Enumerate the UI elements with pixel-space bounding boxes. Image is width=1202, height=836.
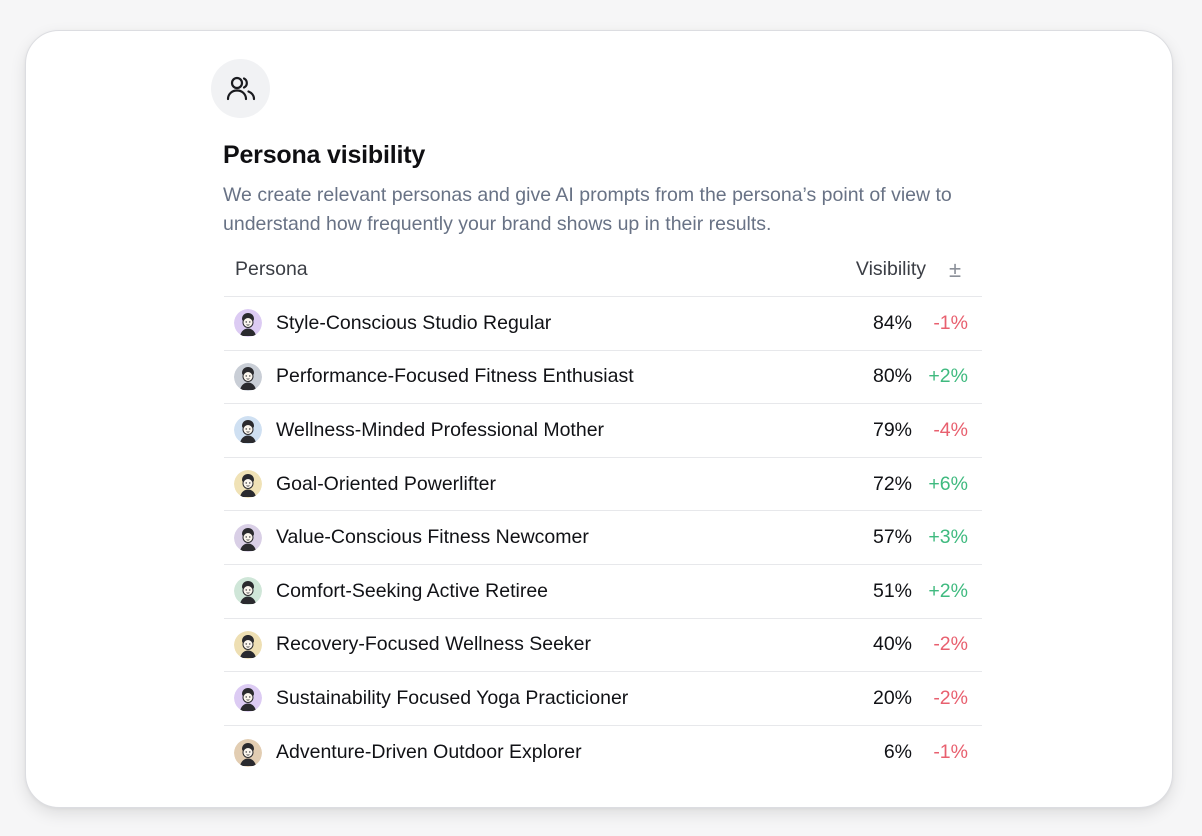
persona-avatar-icon <box>234 416 262 445</box>
table-body: Style-Conscious Studio Regular 84% -1% Perf… <box>224 297 982 779</box>
section-title: Persona visibility <box>223 141 426 169</box>
persona-avatar-icon <box>234 309 262 338</box>
visibility-value: 6% <box>883 741 912 764</box>
table-header: Persona Visibility ± <box>224 243 982 297</box>
persona-name: Performance-Focused Fitness Enthusiast <box>276 365 634 388</box>
visibility-value: 40% <box>872 633 912 656</box>
change-value: -2% <box>933 686 968 709</box>
table-row[interactable]: Performance-Focused Fitness Enthusiast 80… <box>224 351 982 405</box>
persona-avatar-icon <box>234 577 262 606</box>
visibility-value: 84% <box>872 311 912 334</box>
table-row[interactable]: Wellness-Minded Professional Mother 79% -4… <box>224 404 982 458</box>
header-visibility[interactable]: Visibility <box>855 258 926 280</box>
persona-avatar-icon <box>234 738 262 767</box>
change-value: -4% <box>933 418 968 441</box>
table-row[interactable]: Comfort-Seeking Active Retiree 51% +2% <box>224 565 982 619</box>
change-value: +3% <box>928 526 968 549</box>
change-value: -1% <box>933 741 968 764</box>
persona-avatar-icon <box>234 630 262 659</box>
visibility-value: 80% <box>872 365 912 388</box>
change-value: -2% <box>933 633 968 656</box>
persona-table: Persona Visibility ± Style-Conscious Stu… <box>224 243 982 779</box>
persona-avatar-icon <box>234 362 262 391</box>
section-description: We create relevant personas and give AI … <box>223 184 952 235</box>
table-row[interactable]: Value-Conscious Fitness Newcomer 57% +3% <box>224 511 982 565</box>
persona-name: Wellness-Minded Professional Mother <box>276 418 605 441</box>
persona-name: Value-Conscious Fitness Newcomer <box>276 526 589 549</box>
persona-name: Recovery-Focused Wellness Seeker <box>276 633 592 656</box>
change-value: +2% <box>928 579 968 602</box>
visibility-value: 57% <box>872 526 912 549</box>
change-value: -1% <box>933 311 968 334</box>
header-persona[interactable]: Persona <box>235 258 308 280</box>
persona-avatar-icon <box>234 470 262 499</box>
persona-avatar-icon <box>234 684 262 713</box>
table-row[interactable]: Recovery-Focused Wellness Seeker 40% -2% <box>224 619 982 673</box>
change-value: +2% <box>928 365 968 388</box>
visibility-value: 79% <box>872 418 912 441</box>
users-icon <box>211 59 270 118</box>
table-row[interactable]: Sustainability Focused Yoga Practicioner… <box>224 672 982 726</box>
visibility-value: 51% <box>872 579 912 602</box>
table-row[interactable]: Adventure-Driven Outdoor Explorer 6% -1% <box>224 726 982 780</box>
header-change[interactable]: ± <box>948 256 962 282</box>
persona-avatar-icon <box>234 523 262 552</box>
persona-visibility-card <box>25 30 1173 808</box>
visibility-value: 72% <box>872 472 912 495</box>
persona-name: Goal-Oriented Powerlifter <box>276 472 497 495</box>
persona-name: Sustainability Focused Yoga Practicioner <box>276 686 629 709</box>
persona-name: Style-Conscious Studio Regular <box>276 311 552 334</box>
table-row[interactable]: Goal-Oriented Powerlifter 72% +6% <box>224 458 982 512</box>
table-row[interactable]: Style-Conscious Studio Regular 84% -1% <box>224 297 982 351</box>
persona-name: Adventure-Driven Outdoor Explorer <box>276 741 582 764</box>
change-value: +6% <box>928 472 968 495</box>
persona-name: Comfort-Seeking Active Retiree <box>276 579 549 602</box>
visibility-value: 20% <box>872 686 912 709</box>
